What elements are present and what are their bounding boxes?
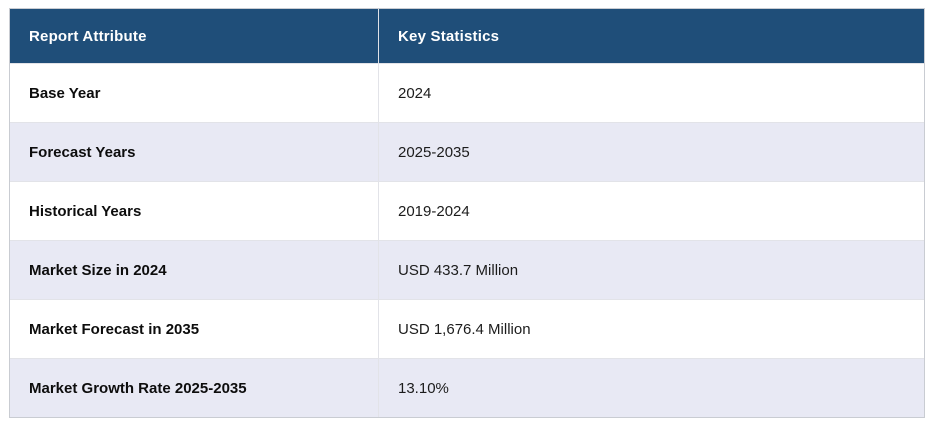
value-cell-market-forecast: USD 1,676.4 Million	[378, 299, 924, 358]
attribute-cell-market-size: Market Size in 2024	[10, 240, 378, 299]
table-row: Market Forecast in 2035 USD 1,676.4 Mill…	[10, 299, 924, 358]
attribute-cell-market-forecast: Market Forecast in 2035	[10, 299, 378, 358]
table-row: Market Growth Rate 2025-2035 13.10%	[10, 358, 924, 417]
value-cell-market-size: USD 433.7 Million	[378, 240, 924, 299]
table-row: Market Size in 2024 USD 433.7 Million	[10, 240, 924, 299]
table-row: Historical Years 2019-2024	[10, 181, 924, 240]
value-cell-growth-rate: 13.10%	[378, 358, 924, 417]
column-header-key-statistics: Key Statistics	[378, 9, 924, 63]
report-attributes-table: Report Attribute Key Statistics Base Yea…	[9, 8, 925, 418]
attribute-cell-forecast-years: Forecast Years	[10, 122, 378, 181]
attribute-cell-base-year: Base Year	[10, 63, 378, 122]
column-header-report-attribute: Report Attribute	[10, 9, 378, 63]
value-cell-historical-years: 2019-2024	[378, 181, 924, 240]
table-row: Forecast Years 2025-2035	[10, 122, 924, 181]
attribute-cell-historical-years: Historical Years	[10, 181, 378, 240]
report-statistics-table-container: Report Attribute Key Statistics Base Yea…	[9, 8, 925, 418]
table-row: Base Year 2024	[10, 63, 924, 122]
value-cell-base-year: 2024	[378, 63, 924, 122]
value-cell-forecast-years: 2025-2035	[378, 122, 924, 181]
attribute-cell-growth-rate: Market Growth Rate 2025-2035	[10, 358, 378, 417]
table-header-row: Report Attribute Key Statistics	[10, 9, 924, 63]
